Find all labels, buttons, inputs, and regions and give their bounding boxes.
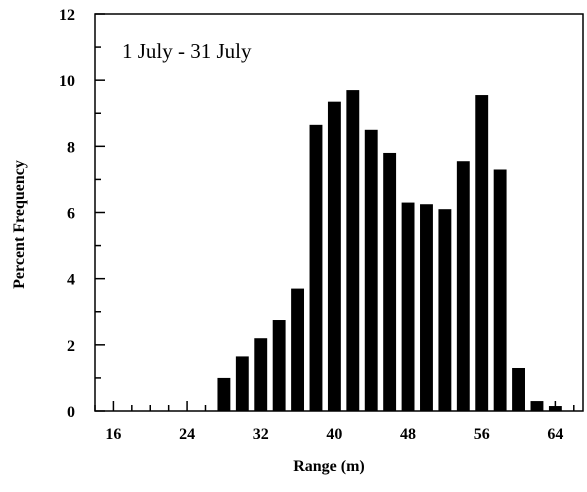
bar-56: [475, 95, 489, 411]
y-tick-label-8: 8: [67, 139, 75, 156]
bar-52: [438, 209, 452, 411]
ticks-layer: [94, 13, 575, 412]
y-tick-label-2: 2: [67, 338, 75, 355]
x-axis-title: Range (m): [293, 458, 365, 475]
bar-60: [512, 367, 525, 411]
bar-46: [383, 152, 397, 411]
x-tick-label-40: 40: [326, 426, 342, 443]
y-tick-label-6: 6: [67, 206, 75, 223]
bar-34: [272, 320, 286, 411]
x-tick-label-16: 16: [105, 426, 121, 443]
bar-40: [327, 101, 341, 411]
y-tick-label-12: 12: [59, 7, 75, 24]
bar-54: [456, 161, 470, 411]
x-tick-label-64: 64: [547, 426, 563, 443]
bar-48: [401, 202, 415, 411]
bar-36: [291, 288, 305, 411]
bar-30: [235, 356, 249, 411]
bar-44: [364, 129, 378, 411]
x-tick-label-56: 56: [474, 426, 490, 443]
bar-28: [217, 377, 231, 411]
x-tick-label-24: 24: [179, 426, 195, 443]
y-tick-label-0: 0: [67, 404, 75, 421]
bar-42: [346, 90, 360, 411]
x-tick-label-32: 32: [253, 426, 269, 443]
date-range-annotation: 1 July - 31 July: [122, 39, 252, 63]
y-tick-label-10: 10: [59, 73, 75, 90]
y-tick-label-4: 4: [67, 272, 75, 289]
bar-50: [420, 204, 433, 411]
bar-32: [254, 338, 268, 411]
y-axis-title: Percent Frequency: [11, 160, 28, 289]
x-tick-label-48: 48: [400, 426, 416, 443]
bar-38: [309, 124, 323, 412]
bars-layer: [217, 90, 562, 412]
bar-58: [493, 169, 507, 411]
